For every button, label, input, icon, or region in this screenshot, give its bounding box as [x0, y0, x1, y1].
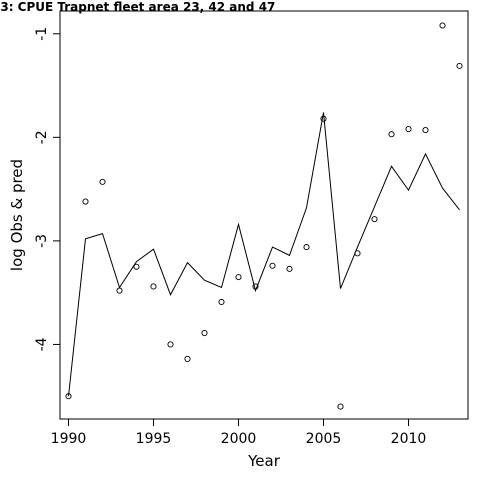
observed-point [456, 62, 463, 69]
observed-point [422, 127, 429, 134]
observed-point [354, 250, 361, 257]
y-tick-label: -4 [34, 337, 50, 351]
observed-series [65, 22, 463, 410]
observed-point [116, 287, 123, 294]
observed-point [269, 262, 276, 269]
observed-point [388, 131, 395, 138]
observed-point [235, 274, 242, 281]
observed-point [252, 283, 259, 290]
y-tick-label: -1 [34, 27, 50, 41]
observed-point [150, 283, 157, 290]
x-axis: 1990 1995 2000 2005 2010 [51, 418, 427, 447]
x-tick-label: 2000 [221, 431, 257, 447]
observed-point [286, 265, 293, 272]
observed-point [303, 244, 310, 251]
observed-point [184, 355, 191, 362]
x-tick-label: 1990 [51, 431, 87, 447]
observed-point [218, 298, 225, 306]
y-axis: -4 -3 -2 -1 [34, 27, 61, 351]
observed-point [320, 115, 327, 122]
observed-point [82, 198, 89, 205]
observed-point [371, 216, 378, 223]
x-tick-label: 2005 [306, 431, 342, 447]
observed-point [99, 178, 106, 185]
observed-point [201, 330, 208, 337]
y-axis-label: log Obs & pred [8, 159, 26, 271]
x-tick-label: 2010 [391, 431, 427, 447]
observed-point [65, 393, 72, 400]
y-tick-label: -3 [34, 234, 50, 248]
observed-point [405, 126, 412, 133]
observed-point [167, 341, 174, 348]
chart-title: 03: CPUE Trapnet fleet area 23, 42 and 4… [0, 0, 275, 14]
observed-point [133, 263, 140, 270]
x-tick-label: 1995 [136, 431, 172, 447]
observed-point [337, 403, 344, 410]
x-axis-label: Year [247, 452, 281, 470]
y-tick-label: -2 [34, 130, 50, 144]
observed-point [439, 22, 446, 29]
